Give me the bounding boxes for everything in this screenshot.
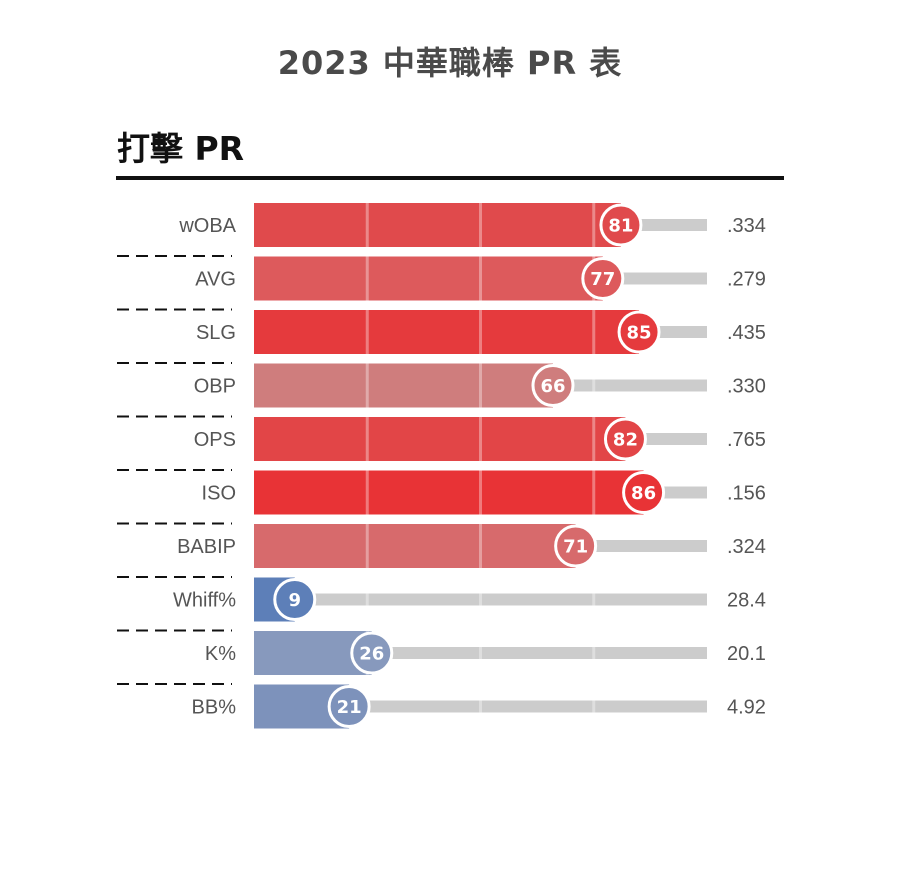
pr-marker-bb (327, 685, 371, 728)
category-label: OBP (194, 376, 236, 398)
pr-marker-avg (581, 257, 625, 300)
pr-marker-obp (531, 364, 575, 407)
stat-value-label: .156 (727, 483, 766, 505)
pr-value-label: 85 (627, 323, 652, 344)
pr-marker-ops (603, 417, 647, 461)
stat-value-label: .765 (727, 429, 766, 451)
bar-slg (254, 310, 640, 354)
pr-marker-k (350, 631, 394, 675)
category-label: OPS (194, 429, 236, 451)
pr-value-label: 9 (289, 590, 302, 611)
pr-value-label: 71 (563, 537, 588, 558)
stat-value-label: .324 (727, 536, 766, 558)
stat-value-label: .279 (727, 269, 766, 291)
category-label: wOBA (178, 215, 236, 237)
bar-babip (254, 524, 576, 568)
section-title: 打擊 PR (117, 129, 245, 168)
page-title: 2023 中華職棒 PR 表 (277, 44, 623, 82)
stat-value-label: .330 (727, 376, 766, 398)
stat-value-label: .435 (727, 322, 766, 344)
category-label: AVG (195, 269, 236, 291)
stat-value-label: 20.1 (727, 643, 766, 665)
pr-value-label: 66 (540, 376, 565, 397)
pr-marker-whiff (273, 578, 317, 621)
category-label: ISO (202, 483, 236, 505)
bar-woba (254, 203, 621, 247)
pr-marker-slg (617, 310, 661, 354)
pr-marker-babip (554, 524, 598, 568)
pr-marker-iso (622, 471, 666, 514)
pr-value-label: 86 (631, 483, 656, 504)
stat-value-label: .334 (727, 215, 766, 237)
pr-marker-woba (599, 203, 643, 247)
stat-value-label: 4.92 (727, 697, 766, 719)
pr-value-label: 26 (359, 644, 384, 665)
pr-value-label: 81 (608, 216, 633, 237)
stat-value-label: 28.4 (727, 590, 766, 612)
category-label: Whiff% (173, 590, 236, 612)
category-label: BABIP (177, 536, 236, 558)
pr-value-label: 21 (337, 697, 362, 718)
category-label: BB% (192, 697, 237, 719)
pr-value-label: 77 (590, 269, 615, 290)
bar-avg (254, 256, 603, 301)
category-label: SLG (196, 322, 236, 344)
section-divider (116, 176, 784, 180)
bar-ops (254, 417, 626, 461)
bar-obp (254, 363, 553, 408)
category-label: K% (205, 643, 236, 665)
bar-iso (254, 470, 644, 515)
pr-value-label: 82 (613, 430, 638, 451)
